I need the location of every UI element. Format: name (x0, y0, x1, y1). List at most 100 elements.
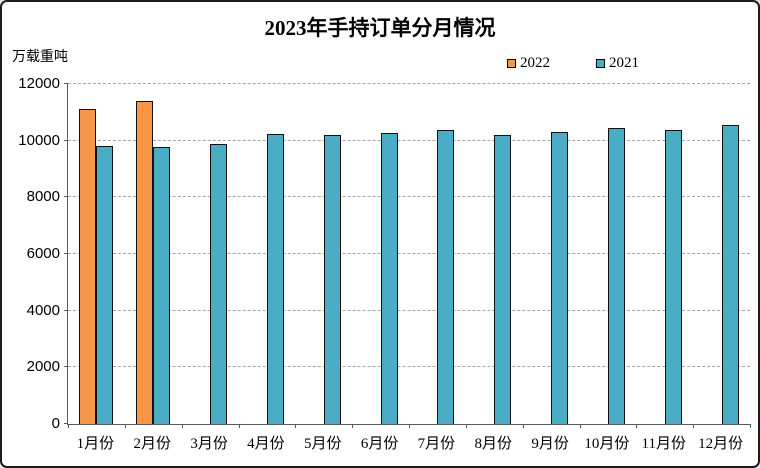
gridline-6000 (68, 253, 750, 254)
bar-2021-5月份 (323, 134, 341, 424)
x-tick-label-8月份: 8月份 (474, 436, 513, 452)
bar-2022-2月份 (136, 101, 154, 424)
gridline-12000 (68, 83, 750, 84)
bar-slot-2022-2月份 (136, 84, 154, 424)
chart-title: 2023年手持订单分月情况 (264, 16, 496, 40)
x-tick-label-12月份: 12月份 (698, 436, 744, 452)
bar-slot-2022-12月份 (705, 84, 722, 424)
y-tick-0 (64, 423, 68, 424)
y-tick-4000 (64, 309, 68, 311)
legend-swatch-2022 (507, 59, 516, 68)
x-tick-label-2月份: 2月份 (133, 436, 172, 452)
bar-2021-8月份 (494, 134, 512, 424)
x-tick-label-4月份: 4月份 (247, 436, 285, 452)
legend-label-2021: 2021 (609, 55, 639, 71)
gridline-4000 (68, 309, 750, 311)
bar-2021-1月份 (96, 145, 114, 424)
x-tick-5 (352, 424, 354, 428)
bar-group-11月份 (648, 84, 682, 424)
y-tick-2000 (64, 366, 68, 368)
y-tick-label-12000: 12000 (18, 75, 60, 92)
bar-slot-2022-3月份 (193, 84, 210, 424)
x-tick-label-11月份: 11月份 (641, 436, 686, 452)
bar-2021-7月份 (437, 130, 455, 424)
bar-slot-2021-11月份 (664, 84, 682, 424)
x-tick-7 (465, 424, 467, 428)
category-12月份 (693, 84, 750, 424)
category-2月份 (125, 84, 182, 424)
y-tick-8000 (64, 196, 68, 198)
bar-slot-2021-5月份 (323, 84, 341, 424)
plot-area (64, 83, 751, 428)
category-3月份 (182, 84, 239, 424)
gridline-2000 (68, 366, 750, 368)
bar-2021-2月份 (153, 147, 171, 424)
bar-slot-2022-10月份 (591, 84, 608, 424)
bar-slot-2022-11月份 (648, 84, 665, 424)
gridline-8000 (68, 196, 750, 198)
legend-item-2021: 2021 (596, 56, 639, 71)
bar-group-7月份 (420, 84, 455, 424)
y-tick-label-10000: 10000 (18, 131, 60, 149)
x-tick-label-3月份: 3月份 (190, 436, 228, 452)
x-tick-3 (238, 424, 240, 428)
y-tick-label-2000: 2000 (26, 358, 60, 376)
bar-group-9月份 (534, 84, 569, 424)
bar-slot-2021-7月份 (437, 84, 455, 424)
bar-group-10月份 (591, 84, 625, 424)
bar-slot-2022-6月份 (364, 84, 381, 424)
category-10月份 (580, 84, 637, 424)
bar-2021-10月份 (607, 127, 625, 424)
x-tick-label-10月份: 10月份 (584, 436, 630, 452)
x-tick-4 (295, 424, 297, 428)
x-tick-label-7月份: 7月份 (417, 436, 456, 452)
bar-slot-2022-4月份 (250, 84, 267, 424)
category-11月份 (636, 84, 693, 424)
bar-slot-2021-4月份 (266, 84, 284, 424)
bar-group-1月份 (79, 84, 114, 424)
bar-slot-2021-1月份 (96, 84, 114, 424)
category-6月份 (352, 84, 409, 424)
x-tick-11 (693, 424, 695, 428)
bar-slot-2022-5月份 (307, 84, 324, 424)
x-tick-label-9月份: 9月份 (531, 436, 569, 452)
x-tick-8 (522, 424, 524, 428)
bar-2021-9月份 (551, 132, 569, 424)
bar-group-12月份 (705, 84, 739, 424)
bar-group-2月份 (136, 84, 171, 424)
x-tick-9 (579, 424, 581, 428)
bar-group-3月份 (193, 84, 228, 424)
category-5月份 (295, 84, 352, 424)
category-8月份 (466, 84, 523, 424)
category-7月份 (409, 84, 466, 424)
x-tick-2 (181, 424, 183, 428)
bar-slot-2021-9月份 (551, 84, 569, 424)
y-tick-6000 (64, 253, 68, 254)
bar-group-5月份 (307, 84, 341, 424)
bar-group-6月份 (364, 84, 398, 424)
bar-slot-2022-1月份 (79, 84, 97, 424)
bar-2021-11月份 (664, 130, 682, 424)
x-tick-6 (409, 424, 410, 428)
x-tick-0 (68, 424, 69, 428)
category-9月份 (523, 84, 580, 424)
x-tick-12 (750, 424, 751, 428)
bar-slot-2021-6月份 (380, 84, 398, 424)
bar-slot-2021-10月份 (607, 84, 625, 424)
bar-slot-2022-9月份 (534, 84, 551, 424)
x-tick-label-1月份: 1月份 (76, 436, 115, 452)
category-1月份 (68, 84, 125, 424)
bar-slot-2021-2月份 (153, 84, 171, 424)
bar-2021-4月份 (266, 133, 284, 424)
bar-group-8月份 (477, 84, 512, 424)
legend-item-2022: 2022 (507, 56, 550, 71)
bar-2021-12月份 (721, 125, 739, 424)
y-tick-label-6000: 6000 (26, 245, 60, 262)
bar-slot-2021-8月份 (494, 84, 512, 424)
x-tick-1 (124, 424, 126, 428)
bar-2022-1月份 (79, 108, 97, 424)
legend-label-2022: 2022 (520, 55, 550, 71)
gridline-10000 (68, 139, 750, 141)
bar-group-4月份 (250, 84, 284, 424)
